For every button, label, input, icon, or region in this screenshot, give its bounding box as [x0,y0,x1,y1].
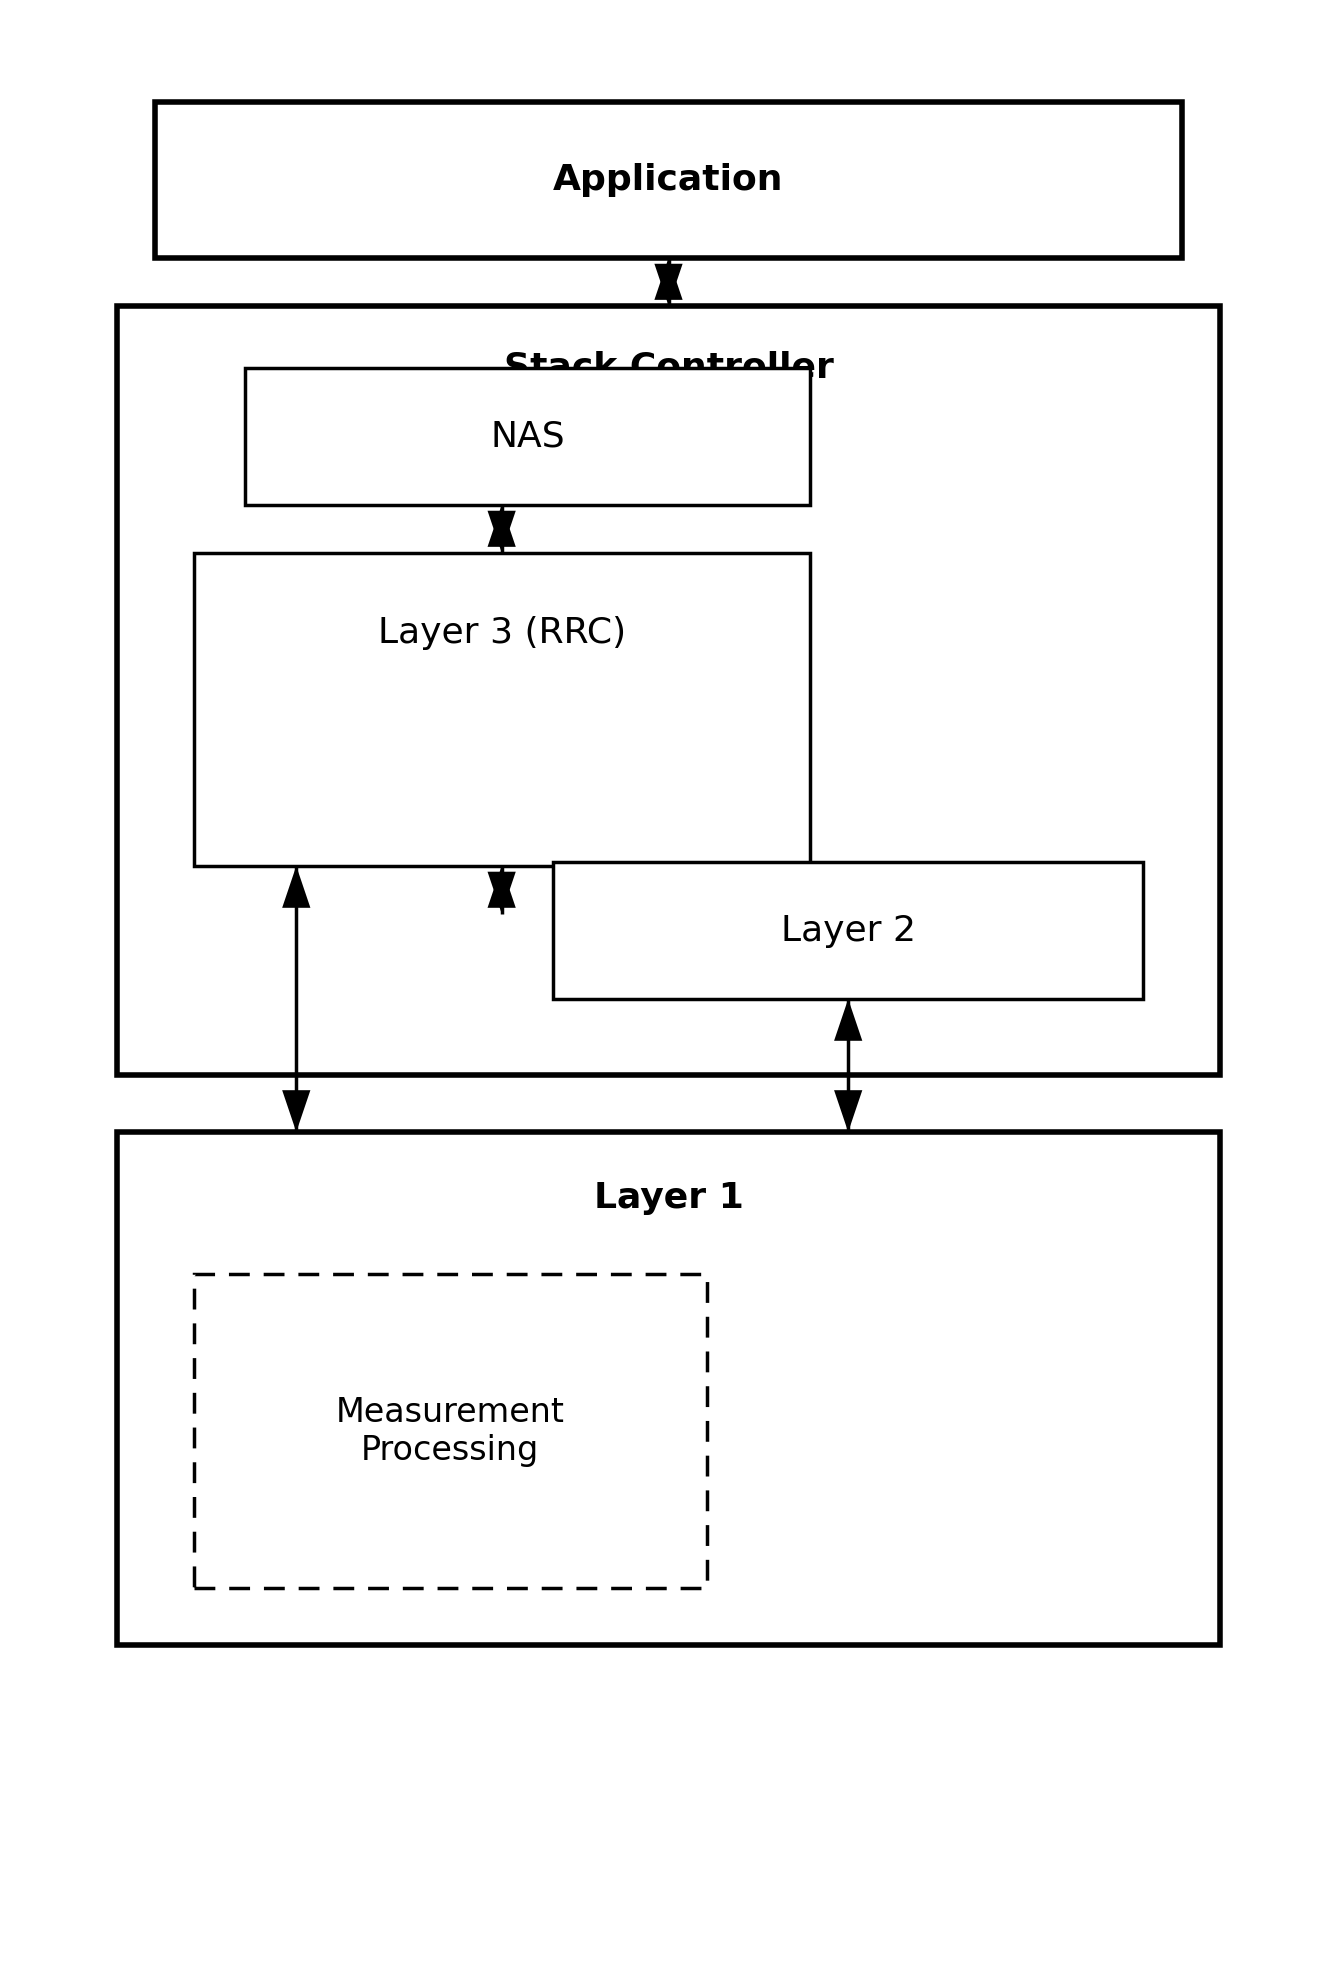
Text: NAS: NAS [489,420,564,453]
Polygon shape [834,1090,862,1132]
Polygon shape [488,511,516,552]
Polygon shape [654,263,683,305]
Polygon shape [488,505,516,546]
Polygon shape [282,1090,310,1132]
Text: Application: Application [554,162,783,198]
Bar [194,1274,707,1587]
Text: Stack Controller: Stack Controller [504,350,833,384]
Text: Layer 3 (RRC): Layer 3 (RRC) [377,615,626,651]
Polygon shape [834,999,862,1041]
Text: Layer 1: Layer 1 [594,1181,743,1215]
Bar [155,103,1182,257]
Text: Layer 2: Layer 2 [781,914,916,948]
Text: Measurement
Processing: Measurement Processing [336,1395,564,1466]
Bar [245,368,810,505]
Polygon shape [654,257,683,301]
Bar [116,305,1221,1075]
Bar [116,1132,1221,1645]
Polygon shape [488,871,516,914]
Polygon shape [282,867,310,908]
Polygon shape [488,867,516,908]
Bar [194,552,810,867]
Bar [554,863,1143,999]
